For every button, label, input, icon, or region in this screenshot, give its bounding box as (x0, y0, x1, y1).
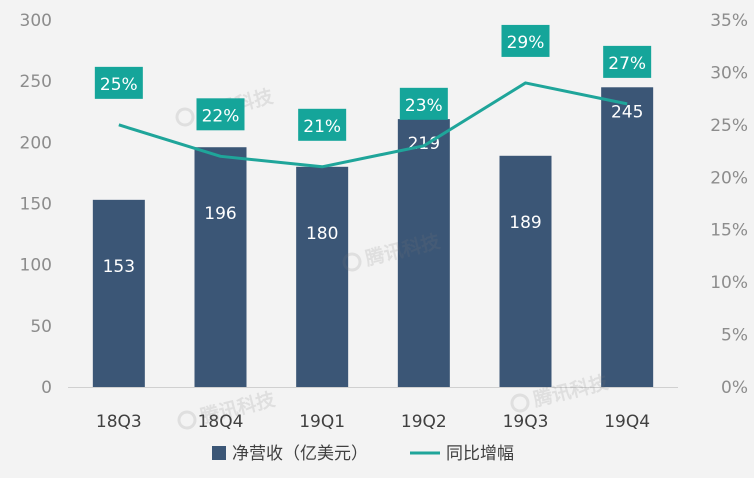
y-right-tick-label: 35% (710, 11, 748, 31)
y-left-tick-label: 50 (30, 317, 52, 337)
y-right-tick-label: 30% (710, 63, 748, 83)
y-left-tick-label: 100 (20, 256, 52, 276)
growth-rate-line (118, 81, 628, 169)
x-tick-label: 19Q2 (401, 412, 447, 432)
growth-label-box (298, 108, 347, 141)
bar-18q4 (194, 147, 247, 387)
legend-line-label: 同比增幅 (446, 444, 514, 464)
bar-value-label: 180 (306, 224, 338, 244)
bar-18q3 (92, 199, 145, 387)
bar-value-label: 189 (509, 213, 541, 233)
bar-19q1 (296, 166, 349, 387)
y-right-tick-label: 10% (710, 273, 748, 293)
y-right-tick-label: 20% (710, 168, 748, 188)
growth-value-label: 22% (202, 106, 240, 126)
bar-value-label: 245 (611, 102, 643, 122)
y-left-tick-label: 0 (41, 378, 52, 398)
legend-bar-swatch (212, 446, 226, 460)
x-tick-label: 19Q3 (503, 412, 549, 432)
bar-19q2 (397, 119, 450, 387)
x-tick-label: 18Q4 (198, 412, 244, 432)
bar-19q4 (601, 87, 654, 388)
growth-value-label: 21% (303, 117, 341, 137)
y-right-tick-label: 5% (721, 326, 748, 346)
y-left-tick-label: 250 (20, 72, 52, 92)
growth-value-label: 25% (100, 75, 138, 95)
y-left-tick-label: 150 (20, 195, 52, 215)
y-left-tick-label: 200 (20, 133, 52, 153)
x-tick-label: 19Q1 (299, 412, 345, 432)
growth-value-label: 23% (405, 96, 443, 116)
y-right-tick-label: 0% (721, 378, 748, 398)
growth-label-box (94, 66, 143, 99)
bar-value-label: 196 (204, 204, 236, 224)
legend-bar-label: 净营收（亿美元） (232, 444, 368, 464)
bar-19q3 (499, 155, 552, 387)
y-right-tick-label: 15% (710, 221, 748, 241)
growth-label-box (603, 45, 652, 78)
growth-label-box (399, 87, 448, 120)
x-tick-label: 19Q4 (604, 412, 650, 432)
y-left-tick-label: 300 (20, 11, 52, 31)
x-tick-label: 18Q3 (96, 412, 142, 432)
growth-label-box (501, 24, 550, 57)
growth-value-label: 29% (507, 33, 545, 53)
growth-label-box (196, 98, 245, 131)
bar-value-label: 153 (103, 257, 135, 277)
y-right-tick-label: 25% (710, 116, 748, 136)
growth-value-label: 27% (608, 54, 646, 74)
